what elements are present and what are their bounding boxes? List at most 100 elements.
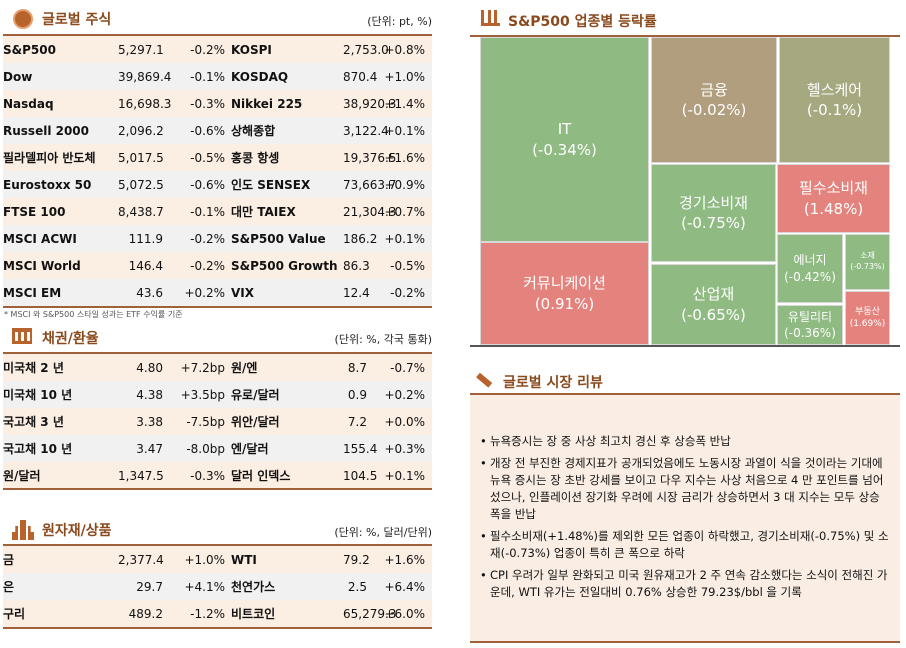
cell-value2: 104.5: [343, 468, 378, 483]
cell-change: -0.5%: [190, 150, 225, 165]
cell-value2: 12.4: [343, 285, 370, 300]
cell-name: Russell 2000: [3, 123, 90, 138]
cell-change: -0.6%: [190, 123, 225, 138]
cell-value2: 3,122.4: [343, 123, 389, 138]
sector-name: 산업재: [692, 285, 735, 304]
cell-name: 미국채 10 년: [3, 388, 73, 402]
cell-change2: +1.0%: [384, 69, 425, 84]
bank-icon: [12, 328, 32, 344]
cell-name2: KOSPI: [231, 42, 272, 57]
cell-value: 489.2: [128, 606, 163, 621]
sector-name: 경기소비재: [678, 193, 748, 212]
sector-name: 유틸리티: [787, 309, 833, 324]
cell-name2: 달러 인덱스: [231, 469, 291, 483]
treemap-title: S&P500 업종별 등락률: [508, 14, 657, 30]
sector-change: (-0.34%): [532, 140, 597, 159]
sector-change: (1.48%): [803, 199, 864, 218]
table-row: Dow 39,869.4 -0.1% KOSDAQ 870.4 +1.0%: [3, 63, 432, 90]
cell-name: 구리: [3, 607, 26, 621]
review-bullet: CPI 우려가 일부 완화되고 미국 원유재고가 2 주 연속 감소했다는 소식…: [480, 567, 890, 601]
commodities-title: 원자재/상품: [42, 523, 112, 539]
table-row: MSCI EM 43.6 +0.2% VIX 12.4 -0.2%: [3, 279, 432, 306]
cell-change: -0.6%: [190, 177, 225, 192]
cell-name2: Nikkei 225: [231, 96, 303, 111]
cell-value: 5,297.1: [118, 42, 164, 57]
cell-value: 4.38: [136, 387, 163, 402]
cell-value: 43.6: [136, 285, 163, 300]
cell-change: +4.1%: [184, 579, 225, 594]
treemap-cell: IT (-0.34%): [480, 37, 649, 242]
cell-value: 8,438.7: [118, 204, 164, 219]
cell-name2: VIX: [231, 285, 255, 300]
cell-value: 146.4: [128, 258, 163, 273]
cell-change2: +0.0%: [384, 414, 425, 429]
cell-change: +3.5bp: [180, 387, 225, 402]
cell-change2: +1.6%: [384, 150, 425, 165]
cell-value2: 73,663.7: [343, 177, 397, 192]
cell-name: Nasdaq: [3, 96, 54, 111]
sector-change: (-0.02%): [681, 101, 747, 119]
cell-name2: 홍콩 항셍: [231, 151, 280, 165]
table-row: MSCI World 146.4 -0.2% S&P500 Growth 86.3 -0.…: [3, 252, 432, 279]
sector-name: 부동산: [855, 306, 880, 317]
cell-change2: +0.1%: [384, 468, 425, 483]
cell-value2: 8.7: [347, 360, 367, 375]
global-stocks-table: S&P500 5,297.1 -0.2% KOSPI 2,753.0 +0.8% Dow 39…: [3, 36, 432, 306]
cell-change2: +0.1%: [384, 123, 425, 138]
cell-value: 111.9: [128, 231, 163, 246]
cell-value2: 7.2: [347, 414, 367, 429]
table-row: 미국채 10 년 4.38 +3.5bp 유로/달러 0.9 +0.2%: [3, 381, 432, 408]
bonds-unit: (단위: %, 각국 통화): [334, 333, 432, 346]
cell-value2: 186.2: [343, 231, 378, 246]
sector-name: 필수소비재: [798, 179, 868, 198]
review-box: 뉴욕증시는 장 중 사상 최고치 경신 후 상승폭 반납 개장 전 부진한 경제…: [470, 395, 900, 643]
cell-name2: 비트코인: [231, 607, 276, 621]
cell-name2: 인도 SENSEX: [231, 178, 311, 192]
cell-change2: +0.7%: [384, 204, 425, 219]
cell-name2: 상해종합: [231, 124, 276, 138]
cell-change2: +0.8%: [384, 42, 425, 57]
table-row: 국고채 3 년 3.38 -7.5bp 위안/달러 7.2 +0.0%: [3, 408, 432, 435]
table-row: Russell 2000 2,096.2 -0.6% 상해종합 3,122.4 +0.1%: [3, 117, 432, 144]
cell-change2: +0.3%: [384, 441, 425, 456]
sector-name: 소재: [860, 251, 875, 261]
cell-name2: S&P500 Value: [231, 231, 326, 246]
table-row: MSCI ACWI 111.9 -0.2% S&P500 Value 186.2 +0.1…: [3, 225, 432, 252]
cell-name2: 천연가스: [231, 580, 276, 594]
sector-change: (-0.73%): [850, 262, 885, 271]
cell-name: Eurostoxx 50: [3, 177, 92, 192]
cell-change: -0.3%: [190, 96, 225, 111]
cell-change: +0.2%: [184, 285, 225, 300]
table-row: Eurostoxx 50 5,072.5 -0.6% 인도 SENSEX 73,663.…: [3, 171, 432, 198]
cell-value: 2,096.2: [118, 123, 164, 138]
cell-name: S&P500: [3, 42, 56, 57]
table-row: S&P500 5,297.1 -0.2% KOSPI 2,753.0 +0.8%: [3, 36, 432, 63]
cell-change2: -0.2%: [390, 285, 425, 300]
treemap-cell: 에너지 (-0.42%): [777, 234, 843, 303]
cell-value: 5,017.5: [118, 150, 164, 165]
cell-value2: 870.4: [343, 69, 378, 84]
global-stocks-unit: (단위: pt, %): [367, 15, 432, 28]
cell-change2: +0.2%: [384, 387, 425, 402]
footnote: * MSCI 와 S&P500 스타일 성과는 ETF 수익률 기준: [4, 310, 183, 319]
table-row: FTSE 100 8,438.7 -0.1% 대만 TAIEX 21,304.3 +0.7…: [3, 198, 432, 225]
cell-name2: 엔/달러: [231, 442, 269, 456]
cell-name2: WTI: [231, 552, 257, 567]
sector-name: IT: [557, 120, 572, 139]
cell-value2: 65,279.3: [343, 606, 397, 621]
cell-name: MSCI EM: [3, 285, 62, 300]
cell-value2: 0.9: [347, 387, 367, 402]
cell-change2: +0.9%: [384, 177, 425, 192]
cell-change: +1.0%: [184, 552, 225, 567]
cell-name2: 원/엔: [231, 361, 258, 375]
cell-value2: 155.4: [343, 441, 378, 456]
table-row: 국고채 10 년 3.47 -8.0bp 엔/달러 155.4 +0.3%: [3, 435, 432, 462]
review-bullet: 개장 전 부진한 경제지표가 공개되었음에도 노동시장 과열이 식을 것이라는 …: [480, 455, 890, 523]
review-bullet: 필수소비재(+1.48%)를 제외한 모든 업종이 하락했고, 경기소비재(-0…: [480, 528, 890, 562]
cell-value: 1,347.5: [118, 468, 164, 483]
sector-change: (0.91%): [534, 294, 595, 313]
cell-change: -0.1%: [190, 204, 225, 219]
gold-bars-icon: [12, 520, 34, 540]
review-title: 글로벌 시장 리뷰: [503, 375, 603, 391]
cell-value: 2,377.4: [118, 552, 164, 567]
